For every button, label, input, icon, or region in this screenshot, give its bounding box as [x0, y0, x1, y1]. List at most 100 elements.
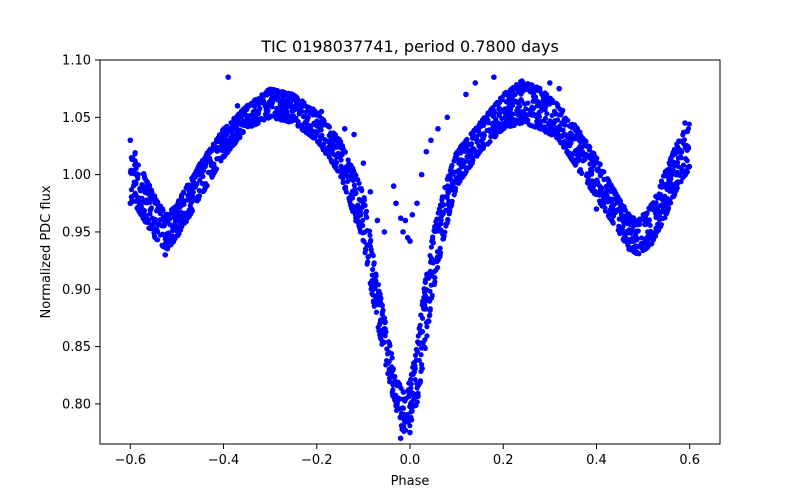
- data-point: [498, 128, 504, 134]
- data-point: [372, 302, 378, 309]
- data-point: [680, 162, 687, 168]
- data-point: [647, 206, 653, 212]
- data-point: [509, 94, 516, 100]
- data-point: [264, 92, 270, 98]
- data-point: [400, 229, 406, 235]
- data-point: [381, 327, 387, 333]
- data-point: [341, 125, 348, 132]
- data-point: [367, 232, 373, 238]
- data-point: [196, 188, 202, 194]
- data-point: [326, 123, 332, 130]
- data-point: [363, 208, 370, 214]
- data-point: [560, 127, 566, 133]
- data-point: [503, 111, 509, 118]
- data-point: [295, 119, 301, 125]
- data-point: [291, 96, 297, 102]
- data-point: [497, 106, 503, 112]
- data-point: [352, 186, 358, 192]
- data-point: [553, 100, 560, 107]
- data-point: [212, 143, 219, 150]
- data-point: [545, 128, 551, 135]
- data-point: [510, 111, 516, 117]
- data-point: [282, 108, 288, 115]
- x-tick-label: −0.6: [115, 453, 147, 468]
- data-point: [624, 240, 630, 246]
- data-point: [367, 189, 374, 195]
- data-point: [449, 179, 455, 185]
- data-point: [457, 171, 463, 178]
- data-point: [658, 192, 664, 198]
- y-tick-label: 1.10: [62, 54, 91, 69]
- data-point: [240, 109, 246, 115]
- data-point: [259, 100, 265, 106]
- data-point: [378, 336, 384, 342]
- data-point: [360, 160, 367, 166]
- data-point: [449, 162, 455, 169]
- data-point: [685, 125, 692, 132]
- data-point: [377, 317, 384, 323]
- data-point: [263, 107, 269, 113]
- data-point: [380, 307, 386, 313]
- data-point: [139, 182, 145, 188]
- data-point: [577, 129, 583, 135]
- data-point: [302, 113, 308, 119]
- data-point: [465, 149, 472, 155]
- data-point: [418, 312, 424, 318]
- data-point: [305, 104, 311, 110]
- data-point: [541, 99, 547, 105]
- data-point: [609, 184, 615, 190]
- data-point: [196, 171, 202, 178]
- data-point: [335, 154, 341, 160]
- data-point: [355, 177, 361, 183]
- data-point: [393, 200, 399, 207]
- data-point: [556, 85, 562, 92]
- data-point: [491, 113, 497, 119]
- data-point: [351, 182, 357, 188]
- data-point: [447, 184, 453, 190]
- data-point: [423, 148, 430, 155]
- data-point: [636, 251, 642, 257]
- data-point: [521, 117, 527, 124]
- chart-title: TIC 0198037741, period 0.7800 days: [260, 37, 559, 56]
- data-point: [408, 376, 414, 382]
- data-point: [468, 162, 474, 168]
- data-point: [200, 167, 207, 173]
- data-point: [211, 166, 217, 173]
- data-point: [232, 121, 238, 128]
- x-tick-label: 0.2: [493, 453, 514, 468]
- data-point: [488, 107, 494, 113]
- data-point: [479, 120, 486, 126]
- data-point: [311, 108, 318, 114]
- data-point: [635, 228, 641, 234]
- data-point: [495, 102, 501, 108]
- data-point: [343, 184, 349, 190]
- data-point: [285, 90, 291, 96]
- data-point: [366, 228, 373, 234]
- data-point: [435, 210, 441, 216]
- data-point: [408, 371, 414, 378]
- data-point: [319, 144, 325, 150]
- data-point: [409, 417, 415, 423]
- data-point: [234, 103, 241, 109]
- data-point: [288, 115, 294, 121]
- y-tick-label: 0.95: [62, 225, 91, 240]
- data-point: [667, 188, 673, 194]
- data-point: [682, 168, 688, 174]
- data-point: [353, 172, 359, 178]
- data-point: [407, 429, 413, 436]
- data-point: [407, 238, 413, 244]
- data-point: [219, 133, 225, 139]
- data-point: [444, 194, 450, 201]
- data-point: [659, 208, 665, 214]
- data-point: [481, 142, 487, 148]
- data-point: [660, 215, 666, 222]
- data-point: [233, 115, 239, 121]
- data-point: [379, 303, 385, 309]
- data-point: [377, 321, 383, 327]
- data-point: [185, 214, 191, 220]
- data-point: [186, 182, 192, 188]
- data-point: [220, 147, 226, 154]
- data-point: [439, 213, 445, 219]
- data-point: [556, 112, 562, 118]
- data-point: [163, 235, 169, 241]
